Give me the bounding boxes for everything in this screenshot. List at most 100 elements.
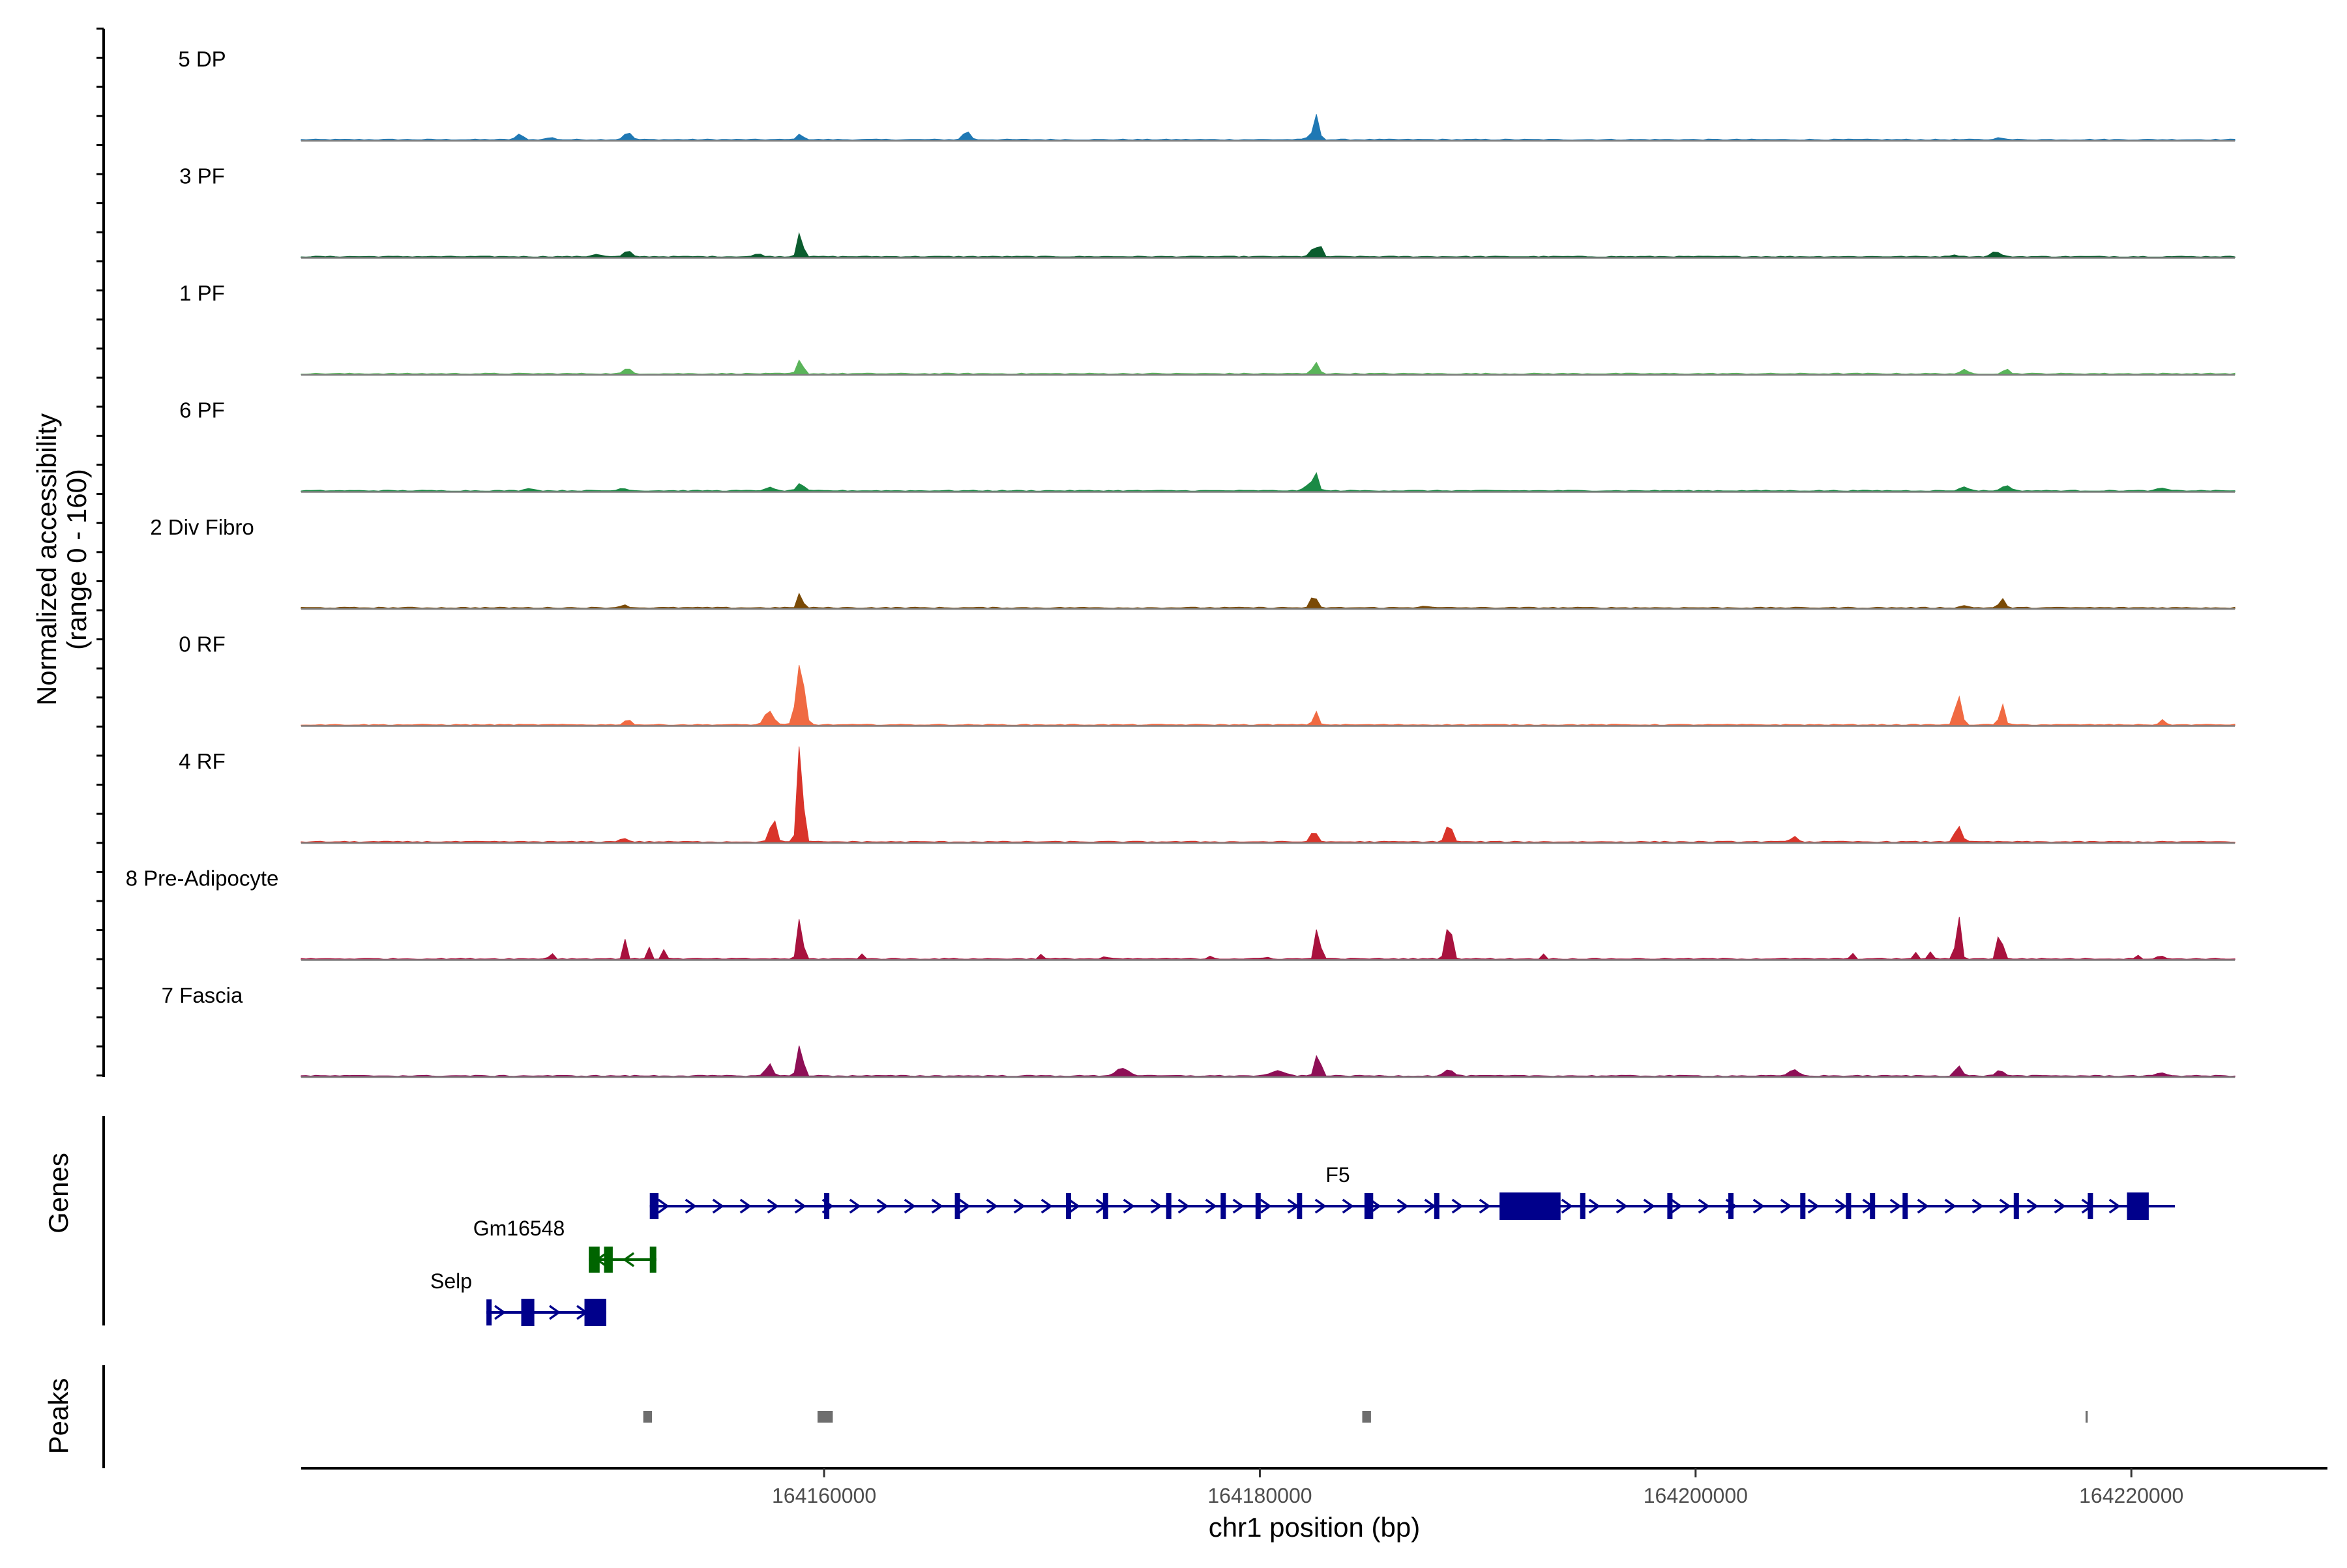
- strand-arrow: [1917, 1198, 1929, 1214]
- strand-arrow: [2026, 1198, 2039, 1214]
- exon: [1870, 1193, 1876, 1219]
- strand-arrow: [1424, 1198, 1436, 1214]
- strand-arrow: [876, 1198, 889, 1214]
- track-0-rf: 0 RF: [179, 632, 2236, 727]
- strand-arrow: [1999, 1198, 2011, 1214]
- strand-arrow: [958, 1198, 971, 1214]
- strand-arrow: [1616, 1198, 1628, 1214]
- coverage-area: [301, 1045, 2236, 1078]
- strand-arrow: [712, 1198, 724, 1214]
- peak-region: [2086, 1411, 2088, 1423]
- strand-arrow: [1451, 1198, 1464, 1214]
- strand-arrow: [2108, 1198, 2121, 1214]
- exon: [1102, 1193, 1108, 1219]
- strand-arrow: [1150, 1198, 1162, 1214]
- coverage-area: [301, 917, 2236, 960]
- y-axis-subtitle: (range 0 - 160): [61, 469, 92, 650]
- coverage-area: [301, 746, 2236, 844]
- coverage-area: [301, 472, 2236, 492]
- exon: [1297, 1193, 1303, 1219]
- strand-arrow: [1369, 1198, 1381, 1214]
- strand-arrow: [494, 1305, 507, 1320]
- strand-arrow: [1314, 1198, 1327, 1214]
- gene-label: F5: [1325, 1163, 1350, 1187]
- strand-arrow: [1479, 1198, 1491, 1214]
- exon: [1166, 1193, 1172, 1219]
- exon: [1667, 1193, 1673, 1219]
- track-label: 0 RF: [179, 632, 226, 657]
- track-1-pf: 1 PF: [179, 281, 2236, 376]
- peaks-track: [643, 1411, 2088, 1423]
- exon: [2127, 1192, 2149, 1220]
- strand-arrow: [623, 1252, 635, 1267]
- track-4-rf: 4 RF: [179, 746, 2236, 844]
- track-2-div-fibro: 2 Div Fibro: [150, 515, 2236, 610]
- strand-arrow: [1588, 1198, 1601, 1214]
- exon: [1580, 1193, 1586, 1219]
- strand-arrow: [2054, 1198, 2066, 1214]
- exon: [1364, 1193, 1374, 1219]
- strand-arrow: [1698, 1198, 1710, 1214]
- exon: [1220, 1193, 1226, 1219]
- strand-arrow: [1232, 1198, 1245, 1214]
- track-5-dp: 5 DP: [178, 47, 2236, 142]
- strand-arrow: [549, 1305, 561, 1320]
- strand-arrow: [1889, 1198, 1902, 1214]
- coverage-area: [301, 664, 2236, 726]
- track-6-pf: 6 PF: [179, 398, 2236, 493]
- exon: [1902, 1193, 1908, 1219]
- exon: [589, 1247, 600, 1273]
- genes-panel-label: Genes: [43, 1153, 74, 1234]
- strand-arrow: [1944, 1198, 1956, 1214]
- coverage-area: [301, 114, 2236, 141]
- strand-arrow: [1561, 1198, 1573, 1214]
- exon: [1728, 1193, 1734, 1219]
- strand-arrow: [1971, 1198, 1984, 1214]
- strand-arrow: [1752, 1198, 1765, 1214]
- strand-arrow: [986, 1198, 998, 1214]
- strand-arrow: [1123, 1198, 1135, 1214]
- track-label: 3 PF: [179, 164, 225, 188]
- track-label: 7 Fascia: [162, 983, 243, 1007]
- strand-arrow: [1041, 1198, 1053, 1214]
- strand-arrow: [657, 1198, 670, 1214]
- coverage-area: [301, 231, 2236, 258]
- track-7-fascia: 7 Fascia: [162, 983, 2236, 1078]
- track-label: 4 RF: [179, 749, 226, 773]
- exon: [1846, 1193, 1852, 1219]
- strand-arrow: [1396, 1198, 1409, 1214]
- peak-region: [1362, 1411, 1371, 1423]
- strand-arrow: [1807, 1198, 1820, 1214]
- exon: [2088, 1193, 2093, 1219]
- strand-arrow: [1835, 1198, 1847, 1214]
- gene-label: Selp: [430, 1269, 472, 1293]
- strand-arrow: [1670, 1198, 1683, 1214]
- peak-region: [643, 1411, 653, 1423]
- strand-arrow: [849, 1198, 861, 1214]
- strand-arrow: [794, 1198, 806, 1214]
- track-label: 1 PF: [179, 281, 225, 305]
- exon: [649, 1193, 659, 1219]
- strand-arrow: [1643, 1198, 1655, 1214]
- strand-arrow: [1013, 1198, 1026, 1214]
- strand-arrow: [739, 1198, 752, 1214]
- exon: [824, 1193, 830, 1219]
- coverage-area: [301, 359, 2236, 376]
- peak-region: [818, 1411, 833, 1423]
- strand-arrow: [1780, 1198, 1792, 1214]
- exon: [649, 1247, 657, 1273]
- strand-arrow: [767, 1198, 779, 1214]
- exon: [1499, 1192, 1561, 1220]
- exon: [604, 1247, 613, 1273]
- strand-arrow: [685, 1198, 697, 1214]
- x-tick-label: 164200000: [1644, 1484, 1748, 1507]
- coverage-area: [301, 592, 2236, 610]
- exon: [2013, 1193, 2019, 1219]
- exon: [1066, 1193, 1071, 1219]
- exon: [584, 1299, 606, 1326]
- strand-arrow: [1205, 1198, 1217, 1214]
- exon: [521, 1299, 535, 1326]
- gene-label: Gm16548: [473, 1217, 565, 1240]
